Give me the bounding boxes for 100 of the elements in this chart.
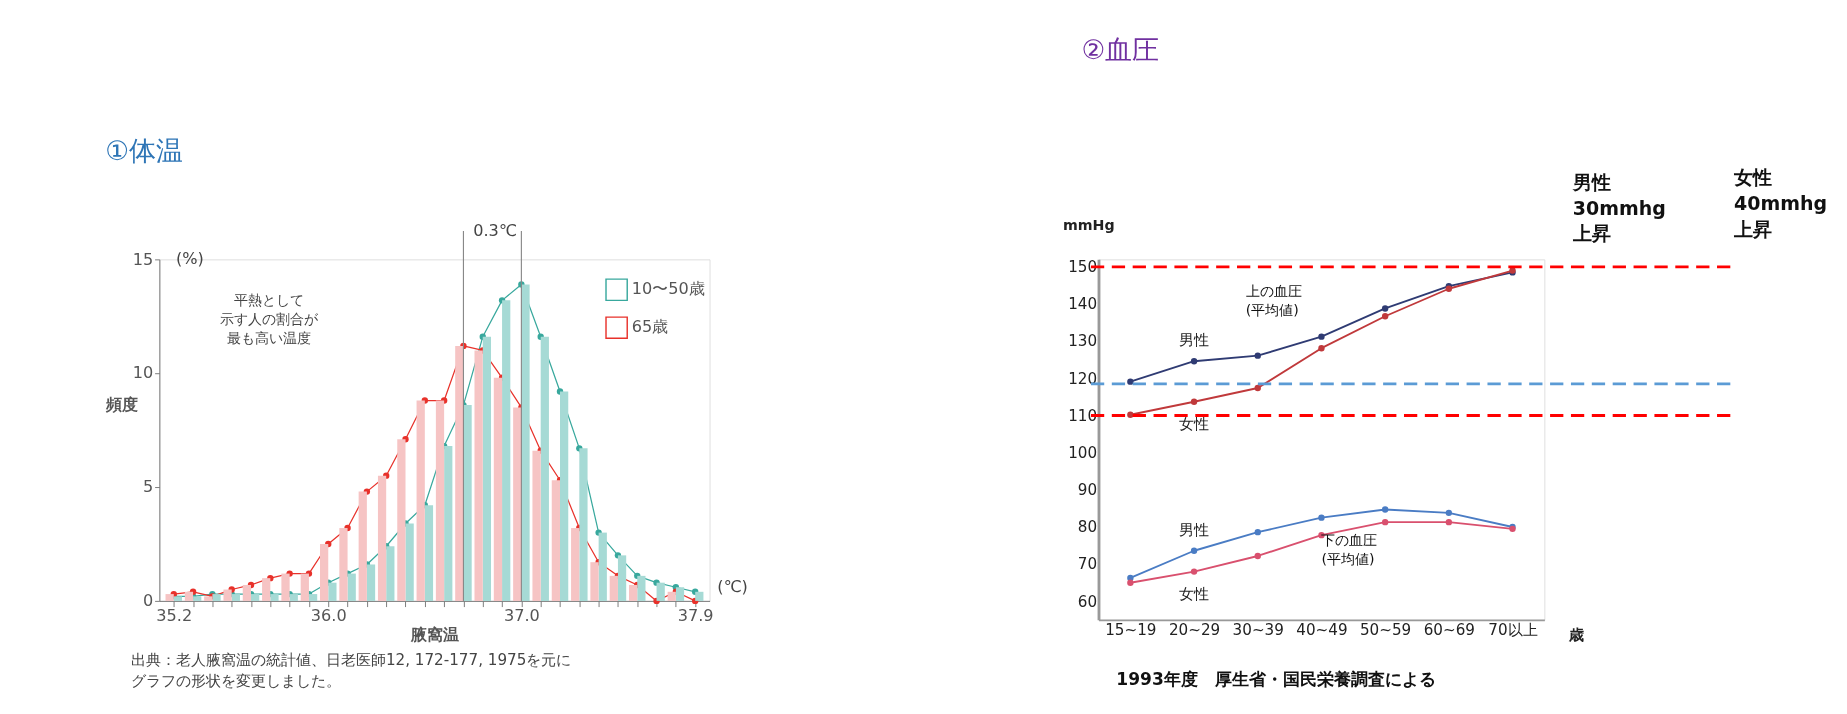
point: [1381, 518, 1389, 526]
y-tick-label: 5: [142, 477, 154, 497]
bar: [493, 377, 503, 601]
bar: [540, 336, 549, 601]
x-tick-label: 37.0: [503, 606, 540, 626]
bar: [590, 562, 599, 601]
y-tick-label: 90: [1077, 481, 1098, 500]
point: [1318, 345, 1325, 352]
bar: [212, 594, 221, 601]
point: [1127, 579, 1134, 586]
x-tick-label: 40~49: [1296, 620, 1348, 639]
bar: [251, 594, 260, 601]
legend-label: 10〜50歳: [631, 279, 705, 299]
bar: [358, 491, 367, 601]
y-axis-title: mmHg: [1062, 217, 1115, 234]
point: [1254, 384, 1261, 392]
point: [1381, 305, 1389, 312]
bar: [617, 555, 627, 601]
bar: [551, 480, 560, 601]
bar: [502, 300, 511, 601]
bar: [532, 450, 541, 601]
bar: [560, 391, 569, 601]
bar: [444, 446, 453, 601]
bar: [270, 594, 279, 601]
point: [1190, 398, 1198, 405]
point: [1190, 568, 1198, 575]
bar: [173, 596, 183, 601]
bar: [598, 532, 607, 601]
point: [1445, 518, 1453, 526]
bar: [405, 523, 414, 601]
bar: [571, 528, 580, 601]
bar: [165, 594, 174, 601]
bar: [695, 591, 704, 601]
text: 0.3℃: [473, 220, 517, 240]
bar: [339, 528, 348, 601]
bar: [308, 594, 318, 601]
y-tick-label: 130: [1068, 332, 1098, 351]
bar: [193, 596, 202, 601]
bar: [416, 400, 425, 601]
bar: [513, 407, 522, 601]
annotation: 上の血圧 (平均値): [1245, 283, 1302, 319]
point: [1254, 352, 1261, 359]
text: 女性 40mmhg 上昇: [1733, 166, 1828, 240]
bar: [455, 345, 464, 601]
x-tick-label: 30~39: [1232, 620, 1284, 639]
bar: [397, 439, 406, 601]
y-tick-label: 80: [1077, 518, 1098, 537]
point: [1254, 552, 1261, 560]
x-tick-label: 20~29: [1168, 620, 1221, 639]
point: [1190, 547, 1198, 554]
bar: [386, 546, 395, 601]
annotation: 平熱として示す人の割合が最も高い温度: [220, 291, 320, 347]
bar: [424, 505, 434, 601]
bar: [656, 582, 665, 601]
y-tick-label: 10: [132, 363, 154, 383]
y-tick-label: 140: [1068, 295, 1098, 314]
bar: [204, 596, 213, 601]
bar: [629, 584, 638, 601]
point: [1381, 313, 1389, 320]
x-tick-label: 36.0: [310, 606, 347, 626]
point: [1445, 509, 1453, 517]
y-tick-label: 100: [1068, 443, 1098, 462]
point: [1254, 529, 1261, 536]
text: 1993年度 厚生省・国民栄養調査による: [1116, 669, 1436, 690]
point: [1127, 411, 1134, 418]
bar: [328, 582, 337, 601]
bar: [667, 591, 676, 601]
y-tick-label: 150: [1068, 258, 1098, 277]
source-note: 出典：老人腋窩温の統計値、日老医師12, 172-177, 1975を元にグラフの形状を変更しました。: [130, 651, 572, 690]
x-axis-title: 腋窩温: [409, 625, 459, 645]
bar: [262, 578, 271, 601]
bar: [675, 587, 685, 601]
x-axis-title: 歳: [1567, 626, 1584, 645]
bar: [289, 594, 298, 601]
y-axis-title: 頻度: [104, 394, 138, 414]
y-tick-label: 15: [132, 249, 154, 269]
x-tick-label: 35.2: [156, 606, 193, 626]
bar: [579, 448, 588, 601]
bar: [242, 584, 252, 601]
legend-label: 65歳: [631, 317, 669, 337]
annotation: (%): [175, 249, 204, 269]
bar: [377, 475, 387, 601]
bar: [637, 575, 646, 601]
x-tick-label: 37.9: [677, 606, 714, 626]
bar: [281, 573, 290, 601]
chart-title: ②血圧: [1081, 34, 1160, 66]
annotation: 下の血圧 (平均値): [1321, 531, 1378, 567]
bar: [347, 573, 356, 601]
bar: [366, 564, 376, 601]
x-tick-label: 70以上: [1488, 620, 1538, 639]
y-tick-label: 70: [1077, 555, 1098, 574]
x-tick-label: 60~69: [1423, 620, 1475, 639]
y-tick-label: 0: [142, 591, 154, 611]
y-tick-label: 120: [1068, 369, 1098, 388]
series-label: 男性: [1179, 331, 1210, 350]
bar: [300, 573, 309, 601]
x-tick-label: 50~59: [1359, 620, 1412, 639]
bar: [231, 594, 240, 601]
y-tick-label: 60: [1077, 592, 1098, 611]
bar: [482, 336, 492, 601]
